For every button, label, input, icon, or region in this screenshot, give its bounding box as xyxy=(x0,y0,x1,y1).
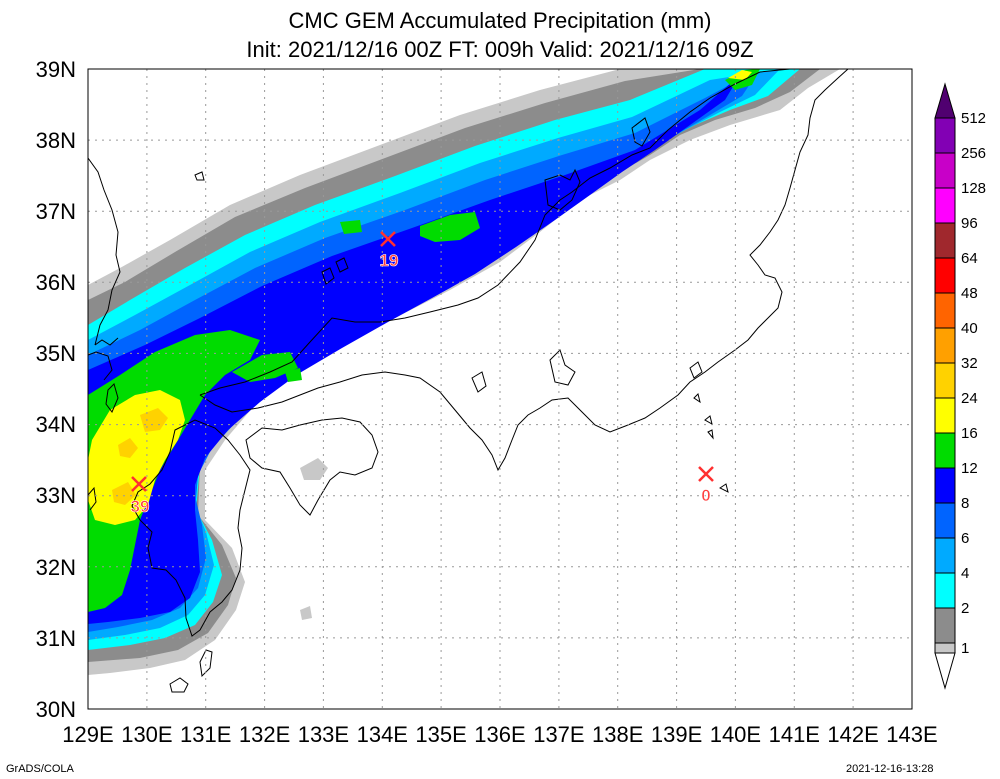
colorbar-label: 16 xyxy=(961,425,978,442)
coastlines xyxy=(88,69,849,693)
x-mark-icon xyxy=(131,476,147,492)
lon-label: 140E xyxy=(710,722,761,747)
station-marker: 39 xyxy=(130,476,150,516)
lon-label: 129E xyxy=(62,722,113,747)
colorbar-swatch xyxy=(934,607,956,644)
station-markers: 39 19 0 xyxy=(130,231,714,516)
x-mark-icon xyxy=(380,231,396,247)
lat-label: 39N xyxy=(36,57,76,82)
footer-timestamp: 2021-12-16-13:28 xyxy=(846,763,934,775)
colorbar-top-arrow xyxy=(934,82,956,119)
lat-label: 38N xyxy=(36,128,76,153)
x-mark-icon xyxy=(698,466,714,482)
colorbar-bottom-arrow xyxy=(934,652,956,690)
lon-axis: 129E 130E 131E 132E 133E 134E 135E 136E … xyxy=(62,722,937,747)
lon-label: 133E xyxy=(298,722,349,747)
station-value: 39 xyxy=(131,497,150,516)
lon-label: 131E xyxy=(180,722,231,747)
colorbar-labels: 512 256 128 96 64 48 40 32 24 16 12 8 6 … xyxy=(961,110,986,657)
colorbar-swatch xyxy=(934,397,956,434)
lon-label: 135E xyxy=(415,722,466,747)
lat-label: 32N xyxy=(36,555,76,580)
lon-label: 134E xyxy=(357,722,408,747)
colorbar: 512 256 128 96 64 48 40 32 24 16 12 8 6 … xyxy=(934,82,986,690)
colorbar-swatch xyxy=(934,642,956,654)
lon-label: 139E xyxy=(651,722,702,747)
station-marker: 19 xyxy=(379,231,399,270)
colorbar-label: 6 xyxy=(961,530,969,547)
footer-credit: GrADS/COLA xyxy=(6,763,74,775)
lon-label: 136E xyxy=(474,722,525,747)
colorbar-swatch xyxy=(934,292,956,329)
lon-label: 138E xyxy=(592,722,643,747)
map-subtitle: Init: 2021/12/16 00Z FT: 009h Valid: 202… xyxy=(246,37,754,62)
lon-label: 137E xyxy=(533,722,584,747)
colorbar-label: 24 xyxy=(961,390,978,407)
colorbar-label: 96 xyxy=(961,215,978,232)
lon-label: 132E xyxy=(239,722,290,747)
lat-label: 37N xyxy=(36,199,76,224)
colorbar-swatch xyxy=(934,537,956,574)
lon-label: 143E xyxy=(886,722,937,747)
station-marker: 0 xyxy=(698,466,714,505)
lat-label: 33N xyxy=(36,483,76,508)
station-value: 0 xyxy=(701,486,710,505)
colorbar-label: 128 xyxy=(961,180,986,197)
colorbar-swatch xyxy=(934,222,956,259)
lat-label: 31N xyxy=(36,626,76,651)
colorbar-label: 1 xyxy=(961,640,969,657)
colorbar-swatch xyxy=(934,187,956,224)
gridlines xyxy=(88,69,912,709)
lat-label: 35N xyxy=(36,341,76,366)
lon-label: 142E xyxy=(827,722,878,747)
map-title: CMC GEM Accumulated Precipitation (mm) xyxy=(288,8,712,33)
colorbar-swatch xyxy=(934,467,956,504)
map-frame xyxy=(87,68,913,710)
colorbar-swatch xyxy=(934,572,956,609)
colorbar-swatch xyxy=(934,502,956,539)
colorbar-swatch xyxy=(934,327,956,364)
colorbar-swatch xyxy=(934,432,956,469)
colorbar-label: 40 xyxy=(961,320,978,337)
lon-label: 130E xyxy=(121,722,172,747)
colorbar-swatch xyxy=(934,117,956,154)
colorbar-label: 512 xyxy=(961,110,986,127)
colorbar-label: 48 xyxy=(961,285,978,302)
lat-label: 30N xyxy=(36,697,76,722)
colorbar-label: 64 xyxy=(961,250,978,267)
colorbar-label: 32 xyxy=(961,355,978,372)
lat-label: 36N xyxy=(36,270,76,295)
colorbar-label: 4 xyxy=(961,565,969,582)
colorbar-label: 256 xyxy=(961,145,986,162)
lat-axis: 39N 38N 37N 36N 35N 34N 33N 32N 31N 30N xyxy=(36,57,76,722)
colorbar-swatch xyxy=(934,152,956,189)
colorbar-swatch xyxy=(934,257,956,294)
precip-shading xyxy=(88,69,840,675)
lon-label: 141E xyxy=(769,722,820,747)
colorbar-label: 12 xyxy=(961,460,978,477)
colorbar-label: 2 xyxy=(961,600,969,617)
station-value: 19 xyxy=(380,251,399,270)
colorbar-label: 8 xyxy=(961,495,969,512)
lat-label: 34N xyxy=(36,412,76,437)
colorbar-swatch xyxy=(934,362,956,399)
